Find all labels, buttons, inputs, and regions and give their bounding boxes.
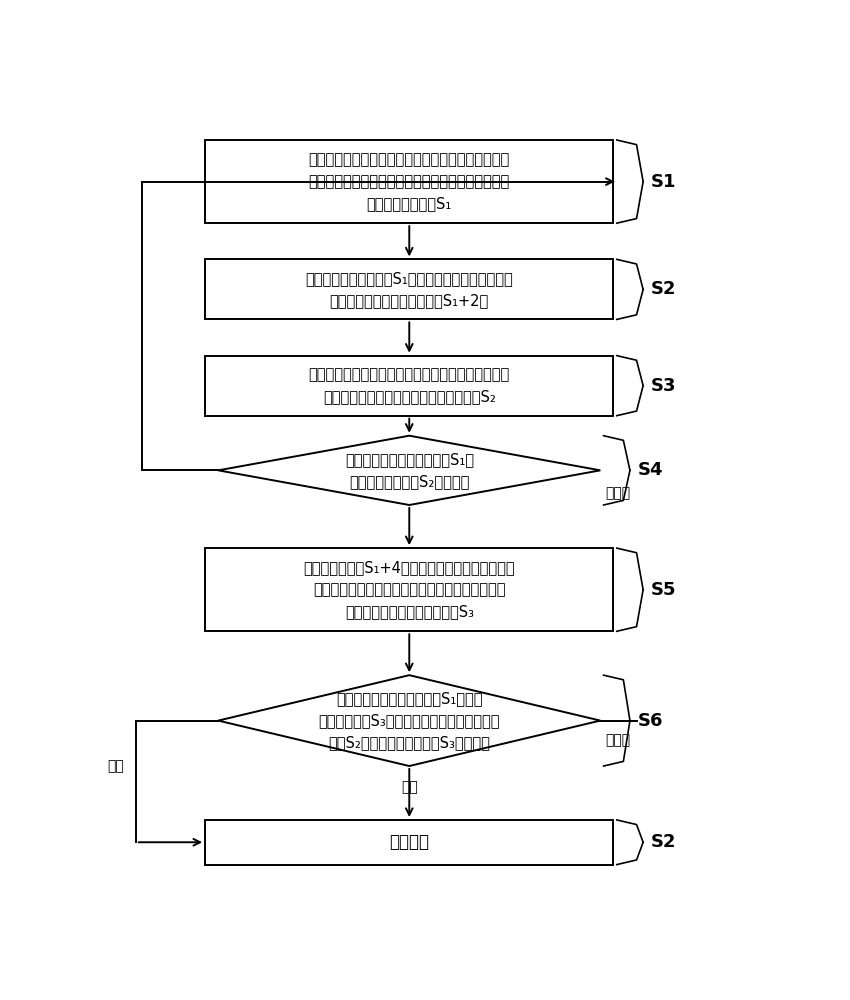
Bar bbox=[205, 259, 614, 319]
Text: 采用一发双收声波测井仪对钻孔进行松动圈测试，记
录声波测井仪松动圈范围的第二测试结果S₂: 采用一发双收声波测井仪对钻孔进行松动圈测试，记 录声波测井仪松动圈范围的第二测试… bbox=[309, 367, 510, 404]
Polygon shape bbox=[218, 436, 600, 505]
Bar bbox=[205, 548, 614, 631]
Text: S1: S1 bbox=[651, 173, 677, 191]
Text: S4: S4 bbox=[638, 461, 663, 479]
Text: S2: S2 bbox=[651, 280, 677, 298]
Polygon shape bbox=[218, 675, 600, 766]
Bar bbox=[205, 820, 614, 865]
Text: S3: S3 bbox=[651, 377, 677, 395]
Text: 对比判断所述第一测试结果S₁与所述
第三测试结果S₃是否相近，或者所述第二测试
结果S₂和所述第三测试结果S₃是否相近: 对比判断所述第一测试结果S₁与所述 第三测试结果S₃是否相近，或者所述第二测试 … bbox=[319, 691, 500, 750]
Text: 测试完成: 测试完成 bbox=[389, 833, 429, 851]
Bar bbox=[205, 356, 614, 416]
Text: S5: S5 bbox=[651, 581, 677, 599]
Text: 不相近: 不相近 bbox=[605, 486, 631, 500]
Text: 选定拟测试区域，通过地质雷达探测仪往复测试围岩
松动圈范围，记录测试结果，作为地质雷达测试松动
圈的第一测试结果S₁: 选定拟测试区域，通过地质雷达探测仪往复测试围岩 松动圈范围，记录测试结果，作为地… bbox=[309, 152, 510, 211]
Text: 依据所述第一测试结果S₁，对已进行地质雷达测试的
区域进行钻孔，钻孔深度满足S₁+2米: 依据所述第一测试结果S₁，对已进行地质雷达测试的 区域进行钻孔，钻孔深度满足S₁… bbox=[305, 271, 513, 308]
Text: 延伸钻孔深度至S₁+4米，并在钻孔安装多点位移计
，测试围岩深层位移，根据不同深度位移量判断松
动全范围，记录第三测试结果S₃: 延伸钻孔深度至S₁+4米，并在钻孔安装多点位移计 ，测试围岩深层位移，根据不同深… bbox=[303, 560, 515, 619]
Bar bbox=[205, 140, 614, 223]
Text: 相近: 相近 bbox=[108, 759, 124, 773]
Text: 相近: 相近 bbox=[401, 781, 417, 795]
Text: 不相近: 不相近 bbox=[605, 733, 631, 747]
Text: S2: S2 bbox=[651, 833, 677, 851]
Text: 对比判断所述第一测试结果S₁和
所述第二测试结果S₂是否相近: 对比判断所述第一测试结果S₁和 所述第二测试结果S₂是否相近 bbox=[345, 452, 473, 489]
Text: S6: S6 bbox=[638, 712, 663, 730]
